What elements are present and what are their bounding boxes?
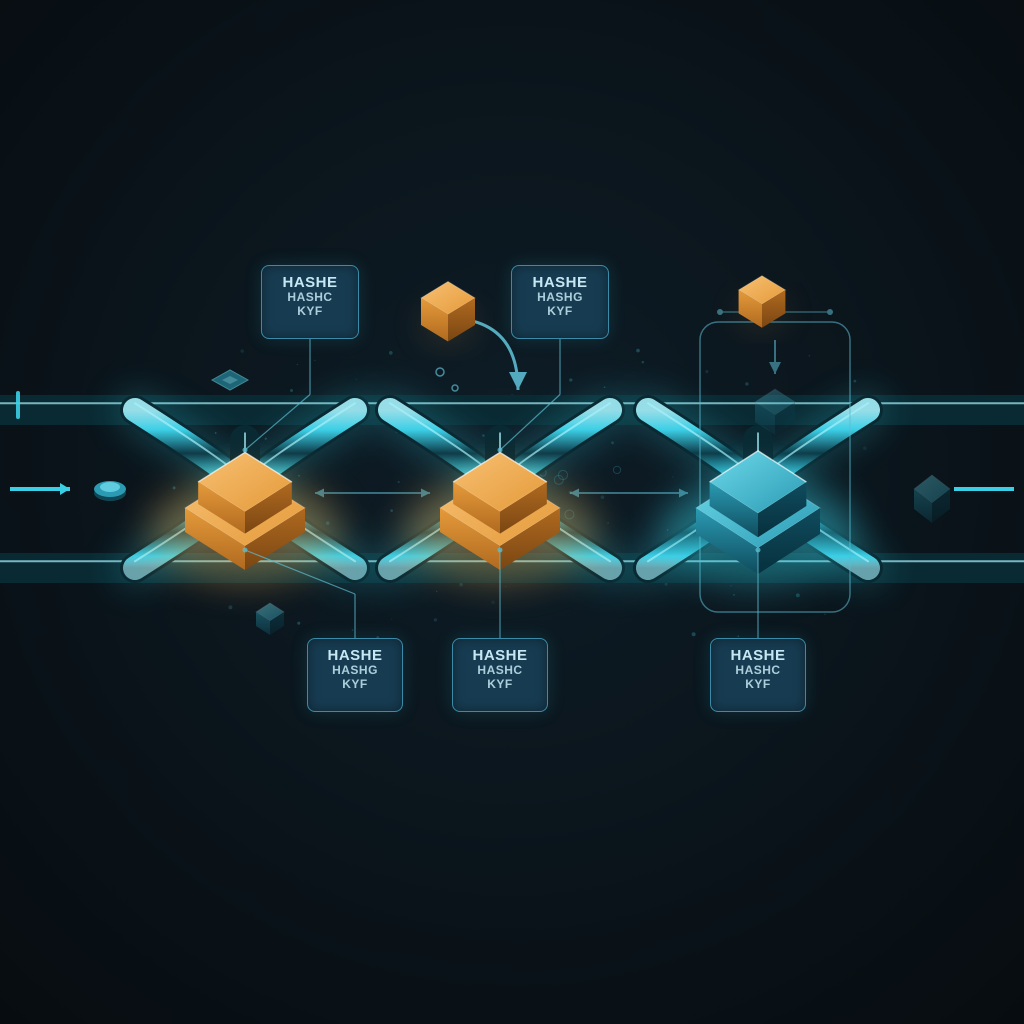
- hash-label: HASHEHASHGKYF: [511, 265, 609, 339]
- label-line1: HASHE: [715, 647, 801, 664]
- label-line1: HASHE: [266, 274, 354, 291]
- label-line3: KYF: [516, 305, 604, 319]
- hash-label: HASHEHASHCKYF: [452, 638, 548, 712]
- diagram-svg: [0, 0, 1024, 1024]
- hash-label: HASHEHASHGKYF: [307, 638, 403, 712]
- label-line3: KYF: [457, 678, 543, 692]
- label-line1: HASHE: [457, 647, 543, 664]
- label-line3: KYF: [715, 678, 801, 692]
- label-line1: HASHE: [516, 274, 604, 291]
- label-line2: HASHC: [266, 291, 354, 305]
- hash-label: HASHEHASHCKYF: [261, 265, 359, 339]
- diagram-root: HASHEHASHCKYFHASHEHASHGKYFHASHEHASHGKYFH…: [0, 0, 1024, 1024]
- label-line2: HASHG: [516, 291, 604, 305]
- label-line2: HASHC: [715, 664, 801, 678]
- label-line2: HASHG: [312, 664, 398, 678]
- label-line2: HASHC: [457, 664, 543, 678]
- label-line1: HASHE: [312, 647, 398, 664]
- label-line3: KYF: [312, 678, 398, 692]
- hash-label: HASHEHASHCKYF: [710, 638, 806, 712]
- label-line3: KYF: [266, 305, 354, 319]
- rail-cap: [16, 391, 20, 419]
- token-icon: [94, 481, 126, 501]
